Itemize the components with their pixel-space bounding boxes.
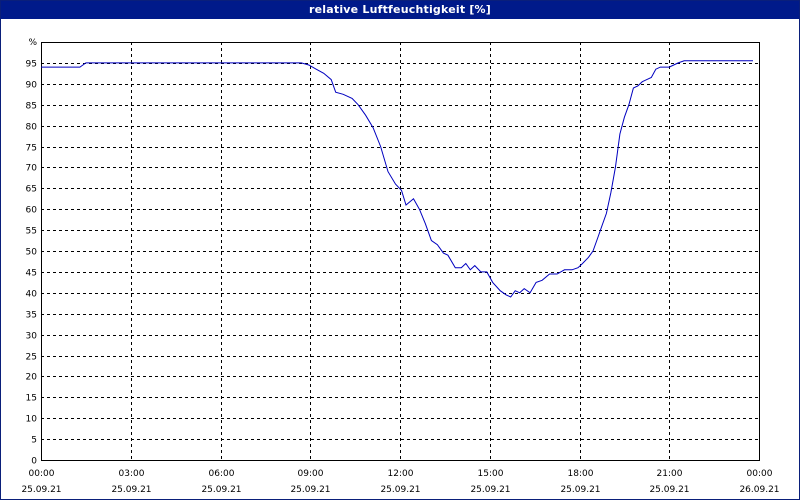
- y-tick-label: 10: [26, 415, 38, 425]
- x-tick-time-label: 15:00: [478, 469, 504, 479]
- y-tick-label: 25: [26, 353, 37, 363]
- y-tick-label: 0: [31, 457, 37, 467]
- y-tick-label: 30: [26, 332, 38, 342]
- x-tick-date-label: 25.09.21: [380, 485, 420, 495]
- x-tick-date-label: 25.09.21: [201, 485, 241, 495]
- y-tick-label: 40: [26, 290, 38, 300]
- x-tick-time-label: 06:00: [209, 469, 235, 479]
- x-tick-date-label: 25.09.21: [649, 485, 689, 495]
- chart-svg: 0 5 10 15 20 25 30 35 40 45 50 55 60 65 70 75 80 85 90 95% 0…: [21, 38, 779, 495]
- y-tick-label: 95: [26, 60, 37, 70]
- y-tick-label: 5: [31, 436, 37, 446]
- y-tick-label: 50: [26, 248, 38, 258]
- plot-frame: [41, 42, 760, 461]
- chart-title: relative Luftfeuchtigkeit [%]: [1, 1, 799, 19]
- y-tick-label: 55: [26, 227, 37, 237]
- y-tick-label: 60: [26, 206, 38, 216]
- x-tick-time-label: 21:00: [657, 469, 683, 479]
- y-tick-label: 70: [26, 164, 38, 174]
- x-tick-date-label: 26.09.21: [739, 485, 779, 495]
- x-tick-date-label: 25.09.21: [560, 485, 600, 495]
- y-tick-label: 20: [26, 373, 38, 383]
- y-tick-label: 35: [26, 311, 37, 321]
- y-tick-label: 65: [26, 185, 37, 195]
- x-tick-time-label: 03:00: [119, 469, 145, 479]
- x-tick-date-label: 25.09.21: [290, 485, 330, 495]
- y-axis-unit-label: %: [28, 38, 37, 48]
- x-tick-date-label: 25.09.21: [21, 485, 61, 495]
- x-tick-time-label: 00:00: [747, 469, 773, 479]
- y-tick-label: 90: [26, 81, 38, 91]
- y-tick-label: 75: [26, 144, 37, 154]
- x-tick-time-label: 12:00: [388, 469, 414, 479]
- y-tick-label: 45: [26, 269, 37, 279]
- x-tick-time-label: 09:00: [298, 469, 324, 479]
- humidity-series-line: [41, 60, 753, 298]
- x-tick-time-label: 00:00: [29, 469, 55, 479]
- y-tick-label: 15: [26, 394, 37, 404]
- y-tick-label: 80: [26, 123, 38, 133]
- x-tick-date-label: 25.09.21: [470, 485, 510, 495]
- y-tick-label: 85: [26, 102, 37, 112]
- x-tick-time-label: 18:00: [568, 469, 594, 479]
- x-tick-date-label: 25.09.21: [111, 485, 151, 495]
